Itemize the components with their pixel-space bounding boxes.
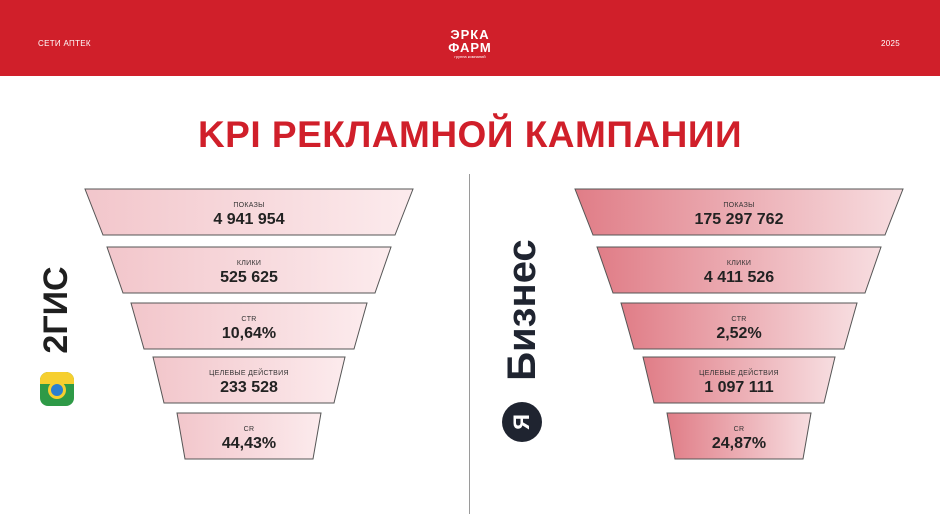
funnel-level-3: CTR 2,52%	[620, 302, 858, 350]
funnel-level-value: 175 297 762	[694, 211, 784, 228]
funnel-level-label: ЦЕЛЕВЫЕ ДЕЙСТВИЯ	[209, 370, 289, 377]
funnel-level-label: CTR	[241, 316, 257, 323]
funnel-level-shape	[642, 356, 836, 404]
funnel-level-label: ПОКАЗЫ	[723, 202, 755, 209]
center-divider	[469, 174, 470, 514]
brand-2gis-wordmark: 2ГИС	[37, 266, 75, 354]
logo-subtitle: группа компаний	[454, 54, 486, 59]
header-year: 2025	[881, 39, 900, 48]
brand-yandex-business: Бизнес Я	[500, 239, 544, 444]
company-logo[interactable]: ЭРКА ФАРМ группа компаний	[446, 28, 494, 60]
logo-line-2: ФАРМ	[448, 40, 492, 55]
funnel-level-value: 4 411 526	[703, 269, 775, 286]
funnel-level-value: 1 097 111	[704, 379, 774, 396]
funnel-level-shape	[574, 188, 904, 236]
funnel-level-shape	[620, 302, 858, 350]
funnel-level-label: КЛИКИ	[726, 260, 752, 267]
funnel-level-1: ПОКАЗЫ 175 297 762	[574, 188, 904, 236]
funnel-level-1: ПОКАЗЫ 4 941 954	[84, 188, 414, 236]
funnel-level-4: ЦЕЛЕВЫЕ ДЕЙСТВИЯ 233 528	[152, 356, 346, 404]
funnel-level-value: 4 941 954	[213, 211, 285, 228]
page-title: KPI РЕКЛАМНОЙ КАМПАНИИ	[197, 114, 743, 155]
header-left-text: СЕТИ АПТЕК	[38, 39, 91, 48]
brand-2gis: 2ГИС	[37, 266, 75, 422]
funnel-level-value: 525 625	[220, 269, 278, 286]
yandex-logo-icon: Я	[502, 402, 542, 442]
funnel-level-4: ЦЕЛЕВЫЕ ДЕЙСТВИЯ 1 097 111	[642, 356, 836, 404]
funnel-level-value: 233 528	[220, 379, 278, 396]
funnel-level-shape	[666, 412, 812, 460]
funnel-level-label: ЦЕЛЕВЫЕ ДЕЙСТВИЯ	[699, 370, 779, 377]
brand-yandex-business-wordmark: Бизнес	[500, 239, 544, 381]
funnel-level-shape	[106, 246, 392, 294]
funnel-level-5: CR 44,43%	[176, 412, 322, 460]
funnel-level-label: CR	[733, 426, 745, 433]
logo-line-1: ЭРКА	[450, 27, 490, 42]
header-bar: СЕТИ АПТЕК ЭРКА ФАРМ группа компаний 202…	[0, 0, 940, 76]
funnel-level-shape	[596, 246, 882, 294]
funnel-level-label: КЛИКИ	[236, 260, 262, 267]
funnel-level-value: 10,64%	[221, 325, 277, 342]
funnel-level-shape	[176, 412, 322, 460]
funnel-level-value: 24,87%	[711, 435, 767, 452]
yandex-logo-letter: Я	[509, 414, 534, 430]
2gis-app-icon	[40, 372, 74, 406]
funnel-level-2: КЛИКИ 4 411 526	[596, 246, 882, 294]
funnel-level-3: CTR 10,64%	[130, 302, 368, 350]
funnel-level-label: CTR	[731, 316, 747, 323]
funnel-level-shape	[130, 302, 368, 350]
funnel-level-value: 2,52%	[716, 325, 762, 342]
funnel-level-5: CR 24,87%	[666, 412, 812, 460]
funnel-level-label: ПОКАЗЫ	[233, 202, 265, 209]
funnel-level-2: КЛИКИ 525 625	[106, 246, 392, 294]
funnel-level-label: CR	[243, 426, 255, 433]
funnel-level-shape	[84, 188, 414, 236]
funnel-level-shape	[152, 356, 346, 404]
funnel-level-value: 44,43%	[221, 435, 277, 452]
